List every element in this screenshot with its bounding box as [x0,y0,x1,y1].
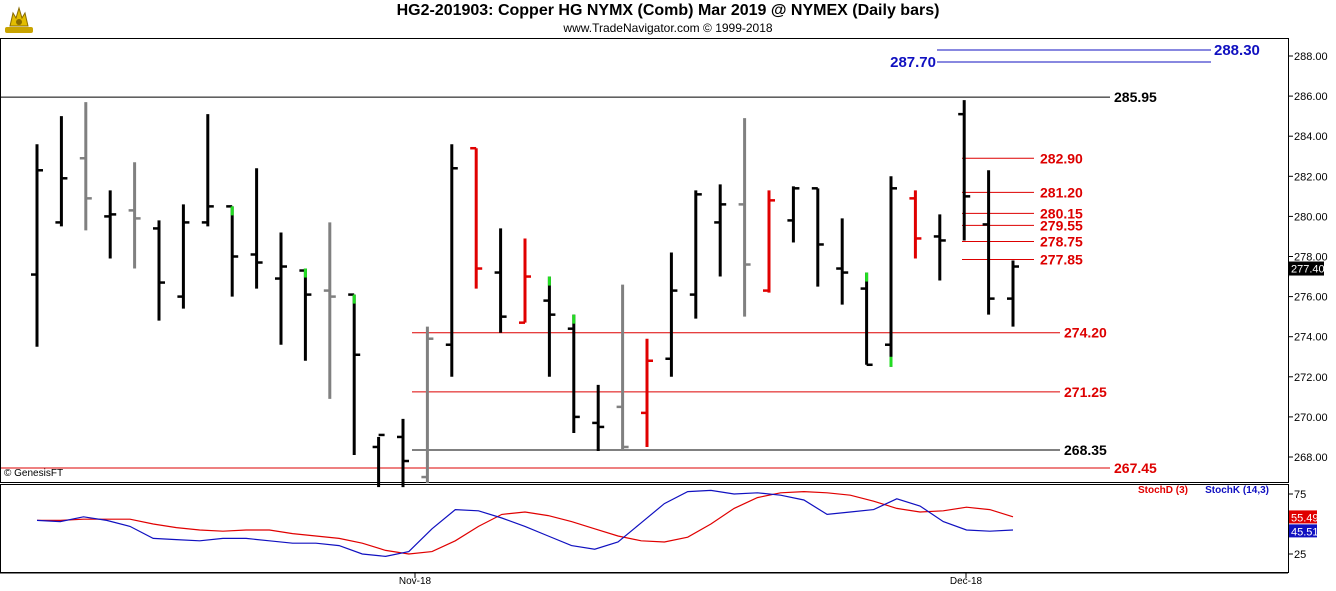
last-price-badge [1289,261,1324,276]
price-level-label: 285.95 [1114,89,1157,105]
price-tick-label: 268.00 [1294,452,1328,464]
last-price-label: 277.40 [1291,264,1325,276]
stoch-series-line-d [37,490,1014,555]
price-levels: 288.30 287.70 285.95 282.90 281.20 280.15279.… [1,42,1260,476]
genesis-credit: © GenesisFT [4,468,64,479]
price-axis: 268.00 270.00 272.00 274.00 276.00 278.00 280.… [1288,51,1328,464]
chart-subtitle: www.TradeNavigator.com © 1999-2018 [563,21,773,35]
price-level-label: 287.70 [890,54,936,71]
price-level-label: 288.30 [1214,42,1260,59]
price-level-label: 274.20 [1064,325,1107,341]
time-tick-label: Dec-18 [950,576,983,587]
price-tick-label: 276.00 [1294,292,1328,304]
stochd-value-badge [1289,510,1317,524]
price-level-label: 280.15 [1040,205,1083,221]
indicator-panel-frame [0,484,1289,573]
stoch-tick-label: 75 [1294,489,1306,501]
price-level-label: 277.85 [1040,252,1083,268]
price-tick-label: 280.00 [1294,211,1328,223]
price-tick-label: 278.00 [1294,252,1328,264]
price-tick-label: 284.00 [1294,131,1328,143]
stoch-tick-label: 25 [1294,549,1306,561]
price-level-label: 281.20 [1040,184,1083,200]
chart-title: HG2-201903: Copper HG NYMX (Comb) Mar 20… [396,2,940,19]
price-level-label: 268.35 [1064,442,1107,458]
stoch-legend-d: StochD (3) [1138,485,1188,496]
stochk-value-badge [1289,524,1317,538]
price-level-label: 271.25 [1064,384,1107,400]
price-level-label: 278.75 [1040,233,1083,249]
stochd-value-label: 55.49 [1291,512,1319,524]
bull-logo-icon [4,4,34,34]
price-tick-label: 286.00 [1294,91,1328,103]
price-level-label: 267.45 [1114,460,1157,476]
price-tick-label: 274.00 [1294,332,1328,344]
stochastic-panel: 25 75 StochD (3) StochK (14,3) 55.49 45.51 [36,485,1319,561]
price-level-label: 282.90 [1040,150,1083,166]
price-tick-label: 270.00 [1294,412,1328,424]
price-tick-label: 288.00 [1294,51,1328,63]
price-tick-label: 272.00 [1294,372,1328,384]
time-axis: Nov-18 Dec-18 [399,573,983,587]
time-tick-label: Nov-18 [399,576,432,587]
stoch-legend-k: StochK (14,3) [1205,485,1269,496]
stochk-value-label: 45.51 [1291,526,1319,538]
stoch-series-line-k [36,489,1014,558]
price-tick-label: 282.00 [1294,171,1328,183]
price-level-label: 279.55 [1040,217,1083,233]
price-panel-frame [0,38,1289,483]
ohlc-bars [31,100,1019,488]
